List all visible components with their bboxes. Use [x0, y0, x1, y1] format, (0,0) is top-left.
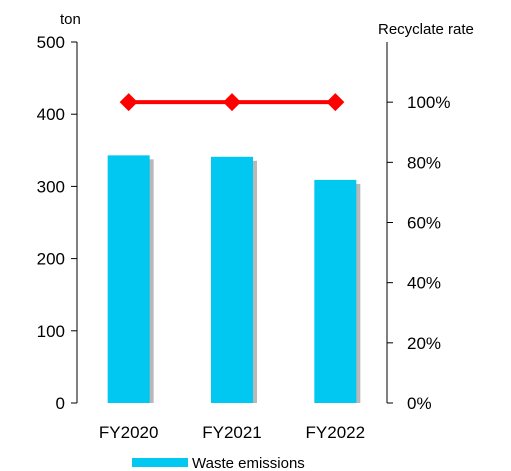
- bar-FY2022: [314, 179, 357, 403]
- x-axis-labels: FY2020 FY2021 FY2022: [99, 423, 365, 442]
- right-tick-label: 80%: [407, 153, 441, 172]
- left-tick-label: 500: [37, 33, 65, 52]
- right-tick-label: 0%: [407, 394, 432, 413]
- bar-FY2020: [107, 155, 150, 403]
- right-axis: 0% 20% 40% 60% 80% 100%: [386, 42, 450, 413]
- x-tick-label: FY2020: [99, 423, 159, 442]
- rate-marker-FY2021: [223, 93, 241, 112]
- right-tick-label: 60%: [407, 214, 441, 233]
- left-tick-label: 400: [37, 105, 65, 124]
- right-axis-unit: Recyclate rate: [378, 21, 474, 38]
- legend-label: Waste emissions: [192, 455, 305, 471]
- left-axis-unit: ton: [60, 11, 81, 28]
- rate-marker-FY2020: [119, 93, 138, 112]
- rate-marker-FY2022: [326, 93, 345, 112]
- right-tick-label: 20%: [407, 334, 441, 353]
- left-tick-label: 100: [37, 322, 65, 341]
- left-tick-label: 0: [56, 394, 65, 413]
- x-tick-label: FY2021: [202, 423, 262, 442]
- left-tick-label: 300: [37, 177, 65, 196]
- legend: Waste emissions: [132, 455, 305, 471]
- right-tick-label: 40%: [407, 274, 441, 293]
- bar-FY2021: [211, 156, 253, 403]
- x-tick-label: FY2022: [306, 423, 366, 442]
- right-tick-label: 100%: [407, 93, 450, 112]
- left-tick-label: 200: [37, 250, 65, 269]
- bars: [107, 155, 361, 403]
- legend-swatch: [132, 458, 188, 467]
- left-axis: 0 100 200 300 400 500: [37, 33, 78, 413]
- line-series: [119, 93, 345, 112]
